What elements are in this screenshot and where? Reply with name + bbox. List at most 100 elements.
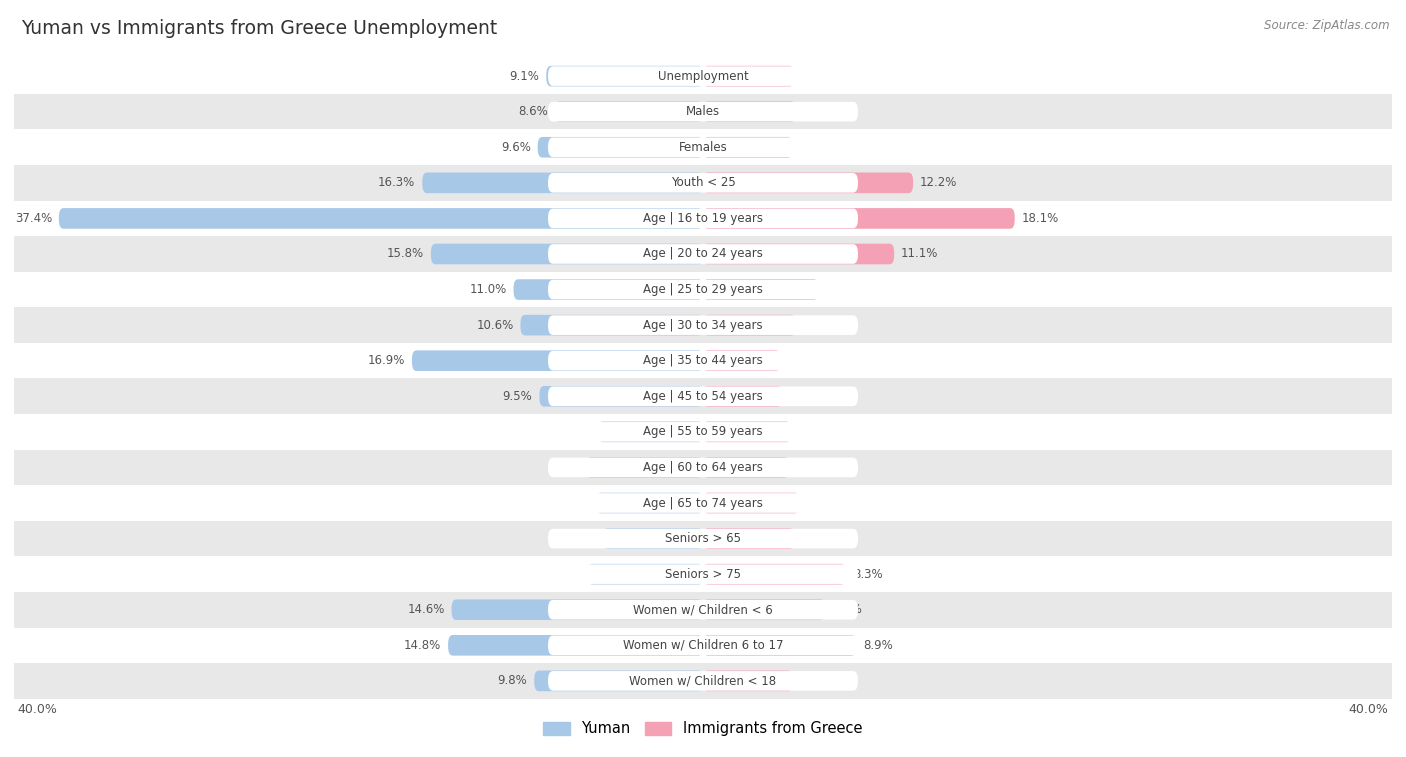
Text: Age | 35 to 44 years: Age | 35 to 44 years [643,354,763,367]
FancyBboxPatch shape [703,422,790,442]
Text: Unemployment: Unemployment [658,70,748,83]
Bar [14,378,1392,414]
Text: 40.0%: 40.0% [1348,703,1389,716]
FancyBboxPatch shape [555,101,703,122]
Text: Women w/ Children 6 to 17: Women w/ Children 6 to 17 [623,639,783,652]
Text: Women w/ Children < 18: Women w/ Children < 18 [630,674,776,687]
Text: 6.1%: 6.1% [561,425,591,438]
FancyBboxPatch shape [548,280,858,299]
FancyBboxPatch shape [703,101,796,122]
FancyBboxPatch shape [548,636,858,655]
FancyBboxPatch shape [596,493,703,513]
Text: Males: Males [686,105,720,118]
Text: Seniors > 65: Seniors > 65 [665,532,741,545]
Text: Age | 65 to 74 years: Age | 65 to 74 years [643,497,763,509]
Bar [14,58,1392,94]
Text: 37.4%: 37.4% [14,212,52,225]
Bar [14,485,1392,521]
FancyBboxPatch shape [537,137,703,157]
FancyBboxPatch shape [412,350,703,371]
Bar [14,307,1392,343]
FancyBboxPatch shape [603,528,703,549]
Text: 5.8%: 5.8% [567,532,596,545]
Text: 5.2%: 5.2% [800,674,830,687]
Text: 4.6%: 4.6% [789,390,818,403]
FancyBboxPatch shape [703,350,780,371]
FancyBboxPatch shape [548,387,858,406]
Text: 9.8%: 9.8% [498,674,527,687]
Text: Females: Females [679,141,727,154]
Text: 11.0%: 11.0% [470,283,506,296]
Text: Age | 45 to 54 years: Age | 45 to 54 years [643,390,763,403]
FancyBboxPatch shape [703,137,793,157]
Text: Age | 60 to 64 years: Age | 60 to 64 years [643,461,763,474]
FancyBboxPatch shape [548,67,858,86]
FancyBboxPatch shape [703,600,825,620]
FancyBboxPatch shape [703,66,794,86]
FancyBboxPatch shape [703,671,793,691]
Text: 5.6%: 5.6% [807,497,837,509]
Text: 8.9%: 8.9% [863,639,893,652]
FancyBboxPatch shape [703,315,796,335]
Text: 6.7%: 6.7% [551,568,581,581]
Bar [14,663,1392,699]
Bar [14,129,1392,165]
FancyBboxPatch shape [548,600,858,619]
Text: 8.6%: 8.6% [519,105,548,118]
FancyBboxPatch shape [548,351,858,370]
Text: 16.9%: 16.9% [367,354,405,367]
FancyBboxPatch shape [548,102,858,121]
Text: 9.1%: 9.1% [509,70,540,83]
FancyBboxPatch shape [598,422,703,442]
Text: 18.1%: 18.1% [1022,212,1059,225]
FancyBboxPatch shape [451,600,703,620]
Text: 16.3%: 16.3% [378,176,415,189]
Text: 6.8%: 6.8% [550,461,579,474]
Text: 9.5%: 9.5% [503,390,533,403]
FancyBboxPatch shape [548,316,858,335]
FancyBboxPatch shape [588,564,703,584]
FancyBboxPatch shape [703,208,1015,229]
FancyBboxPatch shape [703,279,818,300]
FancyBboxPatch shape [548,422,858,441]
FancyBboxPatch shape [586,457,703,478]
Text: 8.3%: 8.3% [853,568,883,581]
Text: 4.5%: 4.5% [787,354,817,367]
FancyBboxPatch shape [548,494,858,512]
Text: Age | 25 to 29 years: Age | 25 to 29 years [643,283,763,296]
Text: 6.7%: 6.7% [825,283,855,296]
Text: 5.4%: 5.4% [803,105,832,118]
FancyBboxPatch shape [422,173,703,193]
Bar [14,521,1392,556]
FancyBboxPatch shape [548,173,858,192]
Bar [14,236,1392,272]
Bar [14,165,1392,201]
FancyBboxPatch shape [548,529,858,548]
FancyBboxPatch shape [703,457,789,478]
FancyBboxPatch shape [513,279,703,300]
Text: Age | 30 to 34 years: Age | 30 to 34 years [643,319,763,332]
Text: Age | 16 to 19 years: Age | 16 to 19 years [643,212,763,225]
Text: 6.2%: 6.2% [560,497,589,509]
FancyBboxPatch shape [548,245,858,263]
FancyBboxPatch shape [548,671,858,690]
FancyBboxPatch shape [547,66,703,86]
Bar [14,414,1392,450]
Text: 15.8%: 15.8% [387,248,425,260]
FancyBboxPatch shape [548,458,858,477]
FancyBboxPatch shape [449,635,703,656]
FancyBboxPatch shape [540,386,703,407]
Bar [14,94,1392,129]
Text: 14.6%: 14.6% [408,603,444,616]
Text: 12.2%: 12.2% [920,176,957,189]
FancyBboxPatch shape [703,244,894,264]
Bar [14,201,1392,236]
Bar [14,628,1392,663]
FancyBboxPatch shape [703,173,912,193]
Text: 11.1%: 11.1% [901,248,938,260]
Text: 10.6%: 10.6% [477,319,513,332]
Text: 5.4%: 5.4% [803,319,832,332]
Bar [14,556,1392,592]
Text: Seniors > 75: Seniors > 75 [665,568,741,581]
Text: 5.3%: 5.3% [801,532,831,545]
